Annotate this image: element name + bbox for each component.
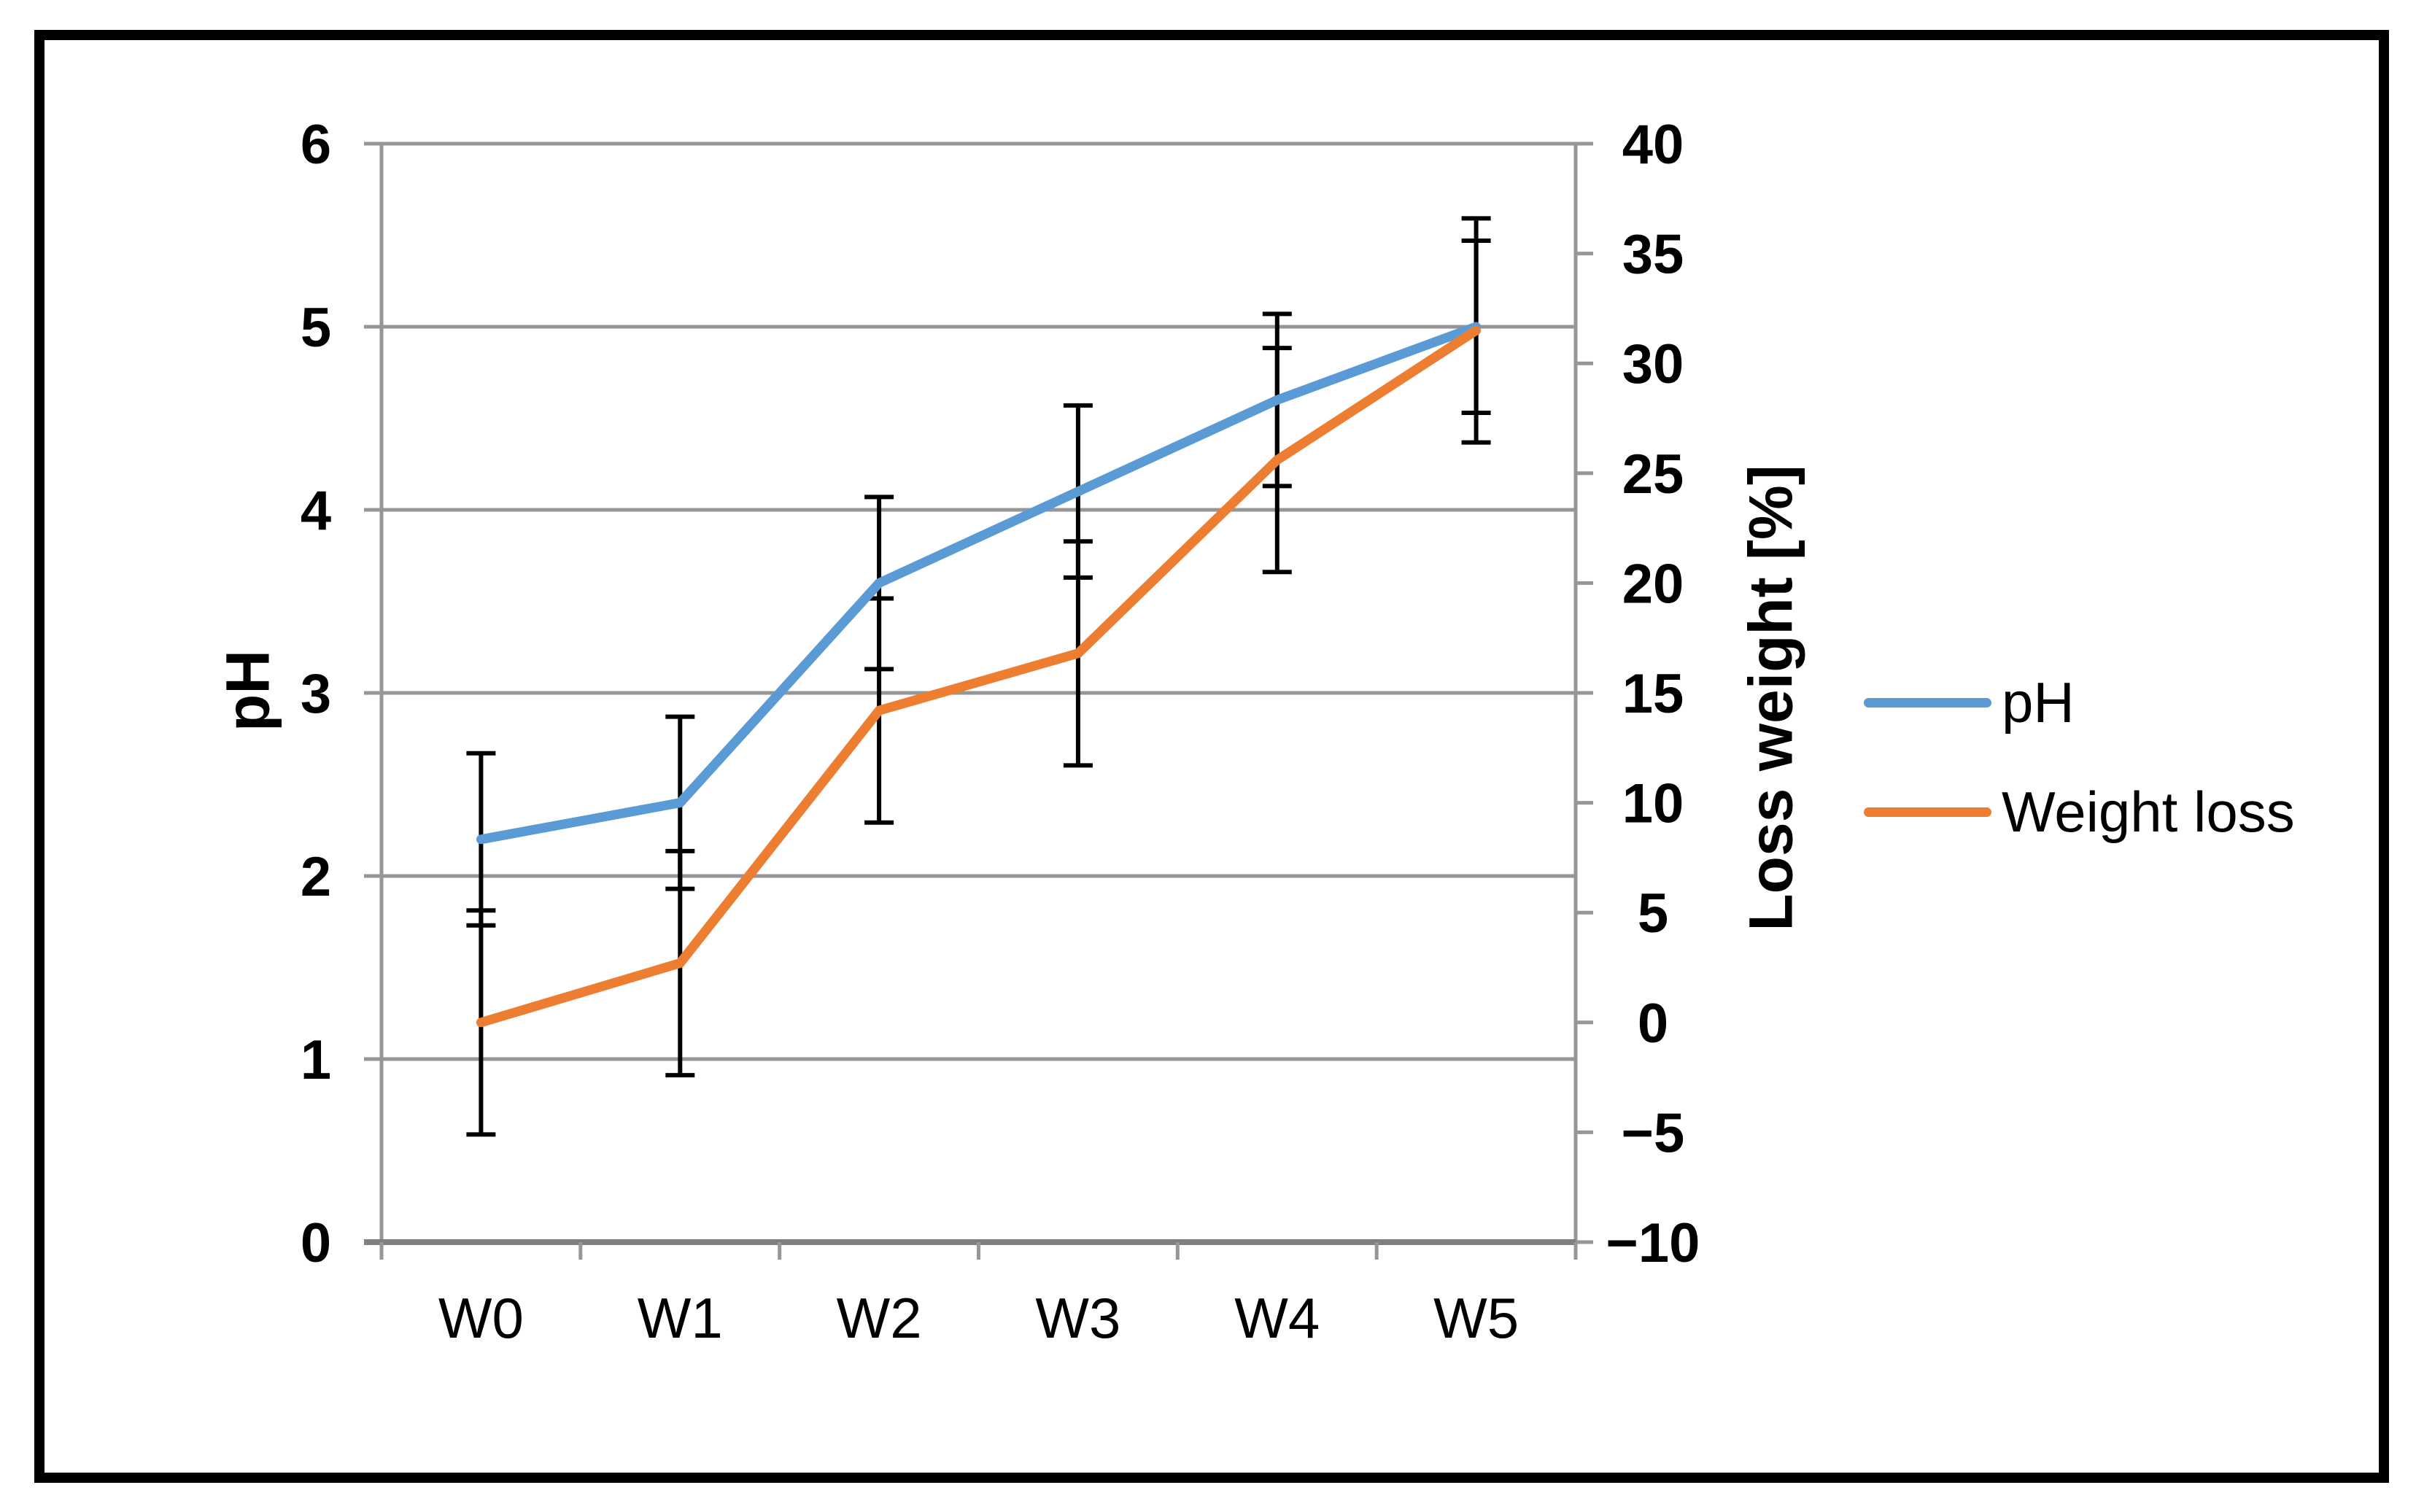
right-axis-tick-label: 5 <box>1638 883 1668 945</box>
x-axis-category-label: W4 <box>1234 1286 1320 1350</box>
left-axis-title: pH <box>213 650 282 732</box>
left-axis-tick-label: 2 <box>301 846 331 908</box>
right-axis-tick-label: 20 <box>1622 553 1684 615</box>
left-axis-tick-label: 5 <box>301 297 331 359</box>
series-line-Weight loss <box>476 325 1482 1028</box>
right-axis-tick-label: −10 <box>1606 1212 1700 1274</box>
left-axis-tick-label: 0 <box>301 1212 331 1274</box>
x-axis-category-label: W0 <box>438 1286 524 1350</box>
right-axis-tick-label: 0 <box>1638 993 1668 1055</box>
right-axis-tick-label: 35 <box>1622 224 1684 286</box>
legend-item-ph: pH <box>1864 670 2075 734</box>
left-axis-tick-label: 6 <box>301 114 331 176</box>
left-axis-tick-label: 1 <box>301 1029 331 1091</box>
chart-border-frame <box>34 30 2389 1483</box>
right-axis-tick-label: 40 <box>1622 114 1684 176</box>
left-axis-tick-label: 4 <box>301 480 331 542</box>
right-axis-tick-label: 25 <box>1622 443 1684 505</box>
right-axis-tick-label: 10 <box>1622 773 1684 835</box>
legend-item-weight-loss: Weight loss <box>1864 780 2295 844</box>
x-axis-category-label: W3 <box>1035 1286 1120 1350</box>
x-axis-category-label: W2 <box>837 1286 922 1350</box>
left-axis-tick-label: 3 <box>301 663 331 725</box>
x-axis-category-label: W1 <box>638 1286 723 1350</box>
legend-label-weight-loss: Weight loss <box>2002 779 2295 844</box>
right-axis-title: Loss weight [%] <box>1736 465 1805 931</box>
legend-swatch-ph-icon <box>1864 697 1991 707</box>
legend-label-ph: pH <box>2002 670 2075 734</box>
x-axis-category-label: W5 <box>1433 1286 1519 1350</box>
legend-swatch-weight-loss-icon <box>1864 807 1991 817</box>
series-line-pH <box>476 322 1482 845</box>
right-axis-tick-label: −5 <box>1622 1102 1685 1164</box>
right-axis-tick-label: 30 <box>1622 333 1684 395</box>
right-axis-tick-label: 15 <box>1622 663 1684 725</box>
